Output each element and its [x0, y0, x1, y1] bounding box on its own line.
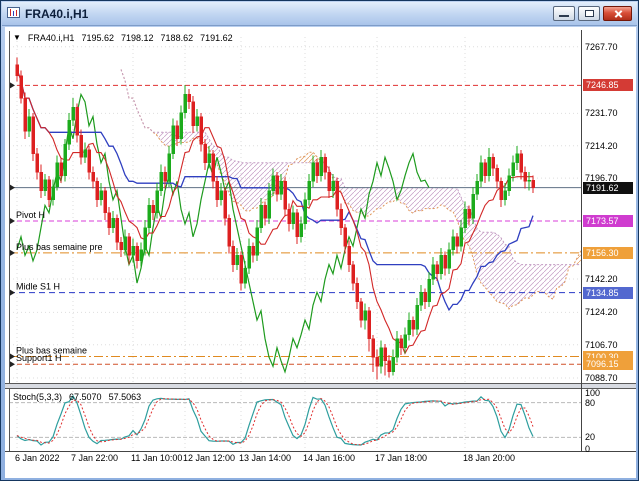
- stoch-value-d: 57.5063: [108, 392, 142, 402]
- level-arrow-icon: [10, 249, 15, 256]
- price-badge: 7246.85: [583, 79, 633, 92]
- stoch-name: Stoch(5,3,3): [13, 392, 63, 402]
- header-low: 7188.62: [160, 33, 194, 43]
- level-arrow-icon: [10, 82, 15, 89]
- level-arrow-icon: [10, 361, 15, 368]
- price-tick: 7106.70: [585, 339, 618, 350]
- header-open: 7195.62: [81, 33, 114, 43]
- time-label: 11 Jan 10:00: [131, 453, 183, 463]
- price-axis[interactable]: 7267.70 7231.70 7214.20 7196.70 7142.20 7124.…: [582, 27, 636, 467]
- price-tick: 7088.70: [585, 373, 618, 383]
- level-label: Support1 H: [16, 353, 62, 363]
- window-title: FRA40.i,H1: [25, 6, 89, 21]
- level-label: Plus bas semaine: [16, 346, 87, 356]
- price-tick: 7142.20: [585, 274, 618, 284]
- time-axis[interactable]: 6 Jan 2022 7 Jan 22:00 11 Jan 10:00 12 Jan …: [5, 453, 636, 466]
- tenkan-line: [16, 69, 533, 355]
- time-label: 14 Jan 16:00: [303, 453, 356, 463]
- price-badge: 7134.85: [583, 286, 633, 299]
- price-badge: 7156.30: [583, 246, 633, 259]
- chart-window-icon: [7, 5, 20, 23]
- level-lines-layer[interactable]: [9, 82, 581, 368]
- kijun-line: [16, 69, 534, 312]
- header-high: 7198.12: [121, 33, 154, 43]
- stoch-tick: 100: [585, 388, 601, 398]
- stoch-header: Stoch(5,3,3) 67.5070 57.5063: [13, 392, 141, 402]
- chikou-line: [16, 92, 430, 374]
- window-controls: [553, 6, 632, 21]
- restore-button[interactable]: [578, 6, 600, 21]
- close-icon: [613, 9, 622, 18]
- header-close: 7191.62: [200, 33, 233, 43]
- time-axis-border: [5, 451, 636, 452]
- level-arrow-icon: [10, 289, 15, 296]
- minimize-button[interactable]: [553, 6, 575, 21]
- price-badge: 7191.62: [583, 181, 633, 194]
- price-axis-border: [581, 30, 582, 451]
- time-label: 12 Jan 12:00: [183, 453, 236, 463]
- main-chart-canvas[interactable]: Pivot H Plus bas semaine pre Midle S1 H Plu…: [9, 27, 581, 383]
- ichimoku-cloud: [120, 69, 581, 310]
- title-bar[interactable]: FRA40.i,H1: [2, 2, 637, 26]
- time-label: 13 Jan 14:00: [239, 453, 292, 463]
- price-tick: 7267.70: [585, 41, 618, 52]
- panel-divider[interactable]: [5, 383, 636, 389]
- candles-layer: [15, 57, 535, 380]
- level-label: Pivot H: [16, 210, 45, 220]
- time-label: 18 Jan 20:00: [463, 453, 516, 463]
- price-tick: 7214.20: [585, 140, 618, 151]
- minimize-icon: [559, 15, 569, 17]
- ohlc-header: ▼ FRA40.i,H1 7195.62 7198.12 7188.62 719…: [13, 33, 233, 43]
- level-labels: Pivot H Plus bas semaine pre Midle S1 H Plu…: [16, 210, 103, 363]
- price-tick: 7124.20: [585, 307, 618, 318]
- time-label: 7 Jan 22:00: [71, 453, 119, 463]
- price-tick: 7231.70: [585, 108, 618, 119]
- price-tick: 7196.70: [585, 173, 618, 184]
- grid-layer: [9, 37, 581, 383]
- time-label: 17 Jan 18:00: [375, 453, 428, 463]
- chart-client-area: Pivot H Plus bas semaine pre Midle S1 H Plu…: [5, 27, 636, 478]
- header-symbol: FRA40.i,H1: [27, 33, 75, 43]
- level-arrow-icon: [10, 217, 15, 224]
- close-button[interactable]: [603, 6, 632, 21]
- level-label: Midle S1 H: [16, 282, 60, 292]
- stoch-tick: 20: [585, 432, 596, 443]
- price-badge: 7173.57: [583, 214, 633, 227]
- stoch-main-line: [16, 394, 534, 446]
- price-badge: 7096.15: [583, 358, 633, 371]
- level-arrow-icon: [10, 184, 15, 191]
- stochastic-canvas[interactable]: [9, 389, 581, 451]
- restore-icon: [585, 10, 594, 17]
- level-arrow-icon: [10, 353, 15, 360]
- time-label: 6 Jan 2022: [15, 453, 60, 463]
- stoch-tick: 80: [585, 397, 596, 408]
- stoch-tick: 0: [585, 444, 591, 454]
- stoch-value-k: 67.5070: [69, 392, 102, 402]
- level-label: Plus bas semaine pre: [16, 242, 103, 252]
- symbol-marker-icon[interactable]: ▼: [13, 33, 21, 42]
